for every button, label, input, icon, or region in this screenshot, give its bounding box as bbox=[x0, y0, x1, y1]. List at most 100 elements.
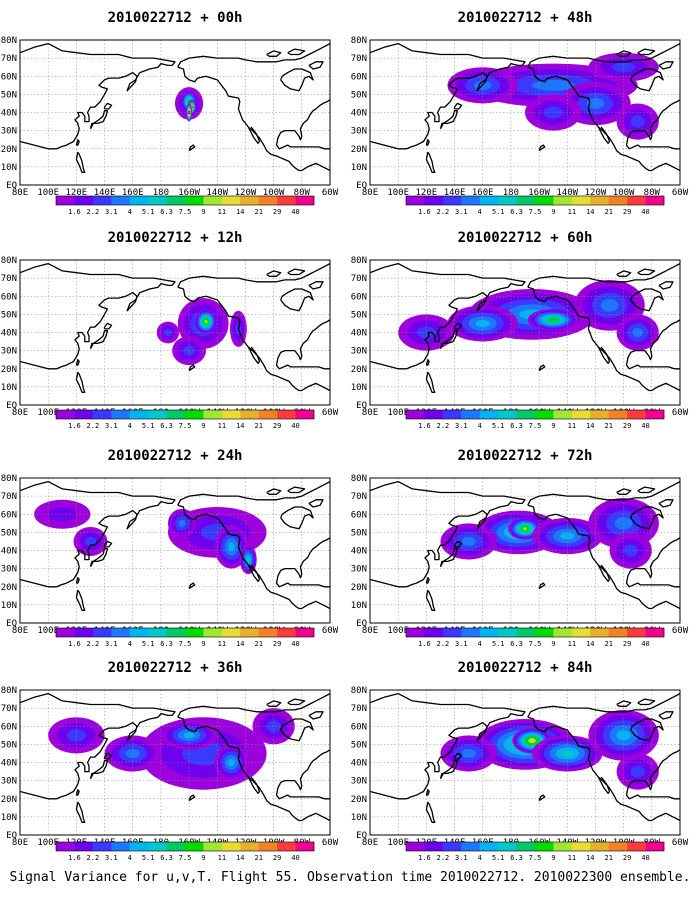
coastline bbox=[177, 705, 239, 718]
lat-tick-label: 70N bbox=[1, 54, 17, 64]
colorbar-label: 14 bbox=[586, 208, 594, 216]
grid bbox=[370, 40, 680, 185]
variance-contour bbox=[600, 298, 619, 312]
lat-tick-label: 70N bbox=[351, 704, 367, 714]
coastline bbox=[103, 102, 113, 110]
colorbar-label: 4 bbox=[478, 208, 482, 216]
colorbar-swatch bbox=[461, 842, 481, 851]
map-frame bbox=[19, 39, 331, 186]
colorbar-label: 5.1 bbox=[142, 640, 155, 648]
coastline bbox=[103, 322, 113, 330]
map-panel: 2010022712 + 36h80E100E120E140E160E18016… bbox=[1, 660, 339, 862]
colorbar-frame bbox=[55, 841, 315, 852]
lon-tick-label: 80E bbox=[362, 838, 378, 848]
lon-tick-label: 60W bbox=[672, 838, 689, 848]
colorbar-label: 4 bbox=[478, 854, 482, 862]
coastline bbox=[630, 718, 664, 742]
coastline bbox=[275, 319, 330, 370]
colorbar-label: 21 bbox=[604, 854, 612, 862]
lon-tick-label: 100E bbox=[37, 188, 59, 198]
colorbar-label: 3.1 bbox=[455, 854, 468, 862]
grid bbox=[370, 260, 680, 405]
colorbar-swatch bbox=[129, 196, 149, 205]
colorbar-swatch bbox=[479, 842, 499, 851]
colorbar-label: 9 bbox=[201, 422, 205, 430]
colorbar-swatch bbox=[185, 196, 204, 205]
coastline bbox=[177, 275, 239, 288]
colorbar-swatch bbox=[627, 410, 646, 419]
lat-tick-label: 30N bbox=[1, 127, 17, 137]
colorbar-label: 9 bbox=[551, 640, 555, 648]
colorbar-label: 5.1 bbox=[492, 208, 505, 216]
colorbar-swatch bbox=[590, 842, 610, 851]
coastline bbox=[538, 794, 546, 802]
colorbar-swatch bbox=[608, 196, 628, 205]
colorbar-swatch bbox=[535, 628, 554, 637]
colorbar-swatch bbox=[461, 196, 481, 205]
colorbar-swatch bbox=[627, 628, 646, 637]
colorbar-label: 7.5 bbox=[179, 854, 192, 862]
coastlines bbox=[20, 262, 330, 393]
variance-contour bbox=[84, 536, 97, 547]
map-frame bbox=[369, 39, 681, 186]
coastline bbox=[89, 330, 109, 350]
lat-tick-label: 60N bbox=[1, 722, 17, 732]
coastline bbox=[370, 692, 526, 800]
panel-title: 2010022712 + 36h bbox=[108, 660, 243, 676]
colorbar-swatch bbox=[185, 410, 204, 419]
coastline bbox=[280, 506, 314, 530]
lat-tick-label: 30N bbox=[1, 777, 17, 787]
colorbar-swatch bbox=[535, 842, 554, 851]
coastline bbox=[439, 760, 459, 780]
lat-tick-label: 80N bbox=[351, 686, 367, 696]
lat-tick-label: 50N bbox=[1, 90, 17, 100]
lon-tick-label: 80E bbox=[12, 838, 28, 848]
colorbar-label: 1.6 bbox=[68, 640, 81, 648]
colorbar-label: 11 bbox=[218, 422, 226, 430]
colorbar-label: 7.5 bbox=[529, 422, 542, 430]
colorbar-label: 4 bbox=[128, 208, 132, 216]
lat-tick-label: 50N bbox=[351, 740, 367, 750]
lat-tick-label: 10N bbox=[1, 813, 17, 823]
lat-tick-label: 20N bbox=[351, 795, 367, 805]
map-panel: 2010022712 + 24h80E100E120E140E160E18016… bbox=[1, 448, 339, 648]
coastline bbox=[75, 151, 86, 173]
lon-tick-label: 160W bbox=[178, 188, 200, 198]
lat-tick-label: 80N bbox=[351, 256, 367, 266]
variance-contour bbox=[616, 730, 631, 741]
lat-tick-label: 60N bbox=[351, 72, 367, 82]
lat-tick-label: 60N bbox=[1, 292, 17, 302]
lat-tick-label: 20N bbox=[1, 795, 17, 805]
colorbar-swatch bbox=[461, 628, 481, 637]
colorbar-label: 2.2 bbox=[87, 422, 100, 430]
lat-tick-label: 70N bbox=[1, 704, 17, 714]
lat-tick-label: 40N bbox=[351, 109, 367, 119]
coastline bbox=[89, 548, 109, 568]
colorbar-label: 11 bbox=[218, 854, 226, 862]
coastline bbox=[177, 55, 239, 68]
colorbar-label: 6.3 bbox=[510, 854, 523, 862]
colorbar-label: 9 bbox=[201, 640, 205, 648]
lat-tick-label: 50N bbox=[1, 528, 17, 538]
colorbar-swatch bbox=[111, 628, 131, 637]
colorbar-swatch bbox=[498, 842, 517, 851]
colorbar-swatch bbox=[111, 196, 131, 205]
coastline bbox=[287, 698, 306, 706]
coastline bbox=[425, 577, 430, 584]
colorbar-swatch bbox=[56, 842, 75, 851]
coastline bbox=[238, 43, 330, 63]
colorbar-label: 9 bbox=[551, 854, 555, 862]
colorbar-swatch bbox=[92, 628, 112, 637]
colorbar-label: 2.2 bbox=[87, 640, 100, 648]
variance-contour bbox=[66, 729, 86, 742]
colorbar-label: 4 bbox=[128, 422, 132, 430]
colorbar-label: 14 bbox=[236, 208, 244, 216]
coastline bbox=[538, 364, 546, 372]
lat-tick-label: EQ bbox=[6, 181, 17, 191]
variance-contour bbox=[550, 318, 557, 322]
colorbar-swatch bbox=[571, 628, 591, 637]
colorbar-frame bbox=[405, 195, 665, 206]
colorbar-label: 2.2 bbox=[87, 854, 100, 862]
lon-tick-label: 120W bbox=[585, 188, 607, 198]
lon-tick-label: 100E bbox=[37, 626, 59, 636]
